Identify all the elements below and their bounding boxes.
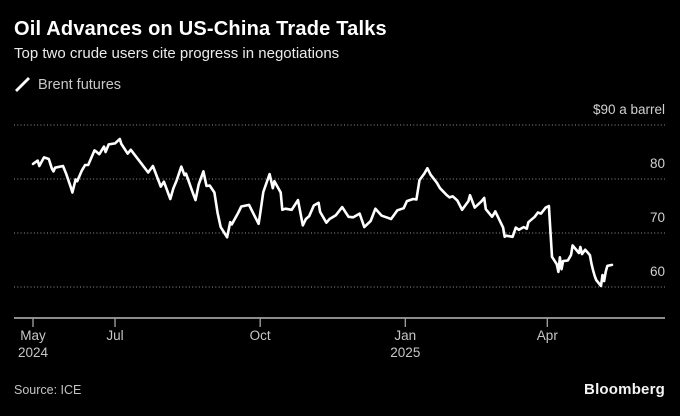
legend: Brent futures xyxy=(14,76,121,93)
chart-subtitle: Top two crude users cite progress in neg… xyxy=(14,45,340,62)
y-axis-label-70: 70 xyxy=(649,210,665,225)
line-marker-icon xyxy=(15,77,30,92)
y-axis-label-90: $90 a barrel xyxy=(592,102,665,117)
source-label: Source: ICE xyxy=(14,383,82,397)
x-axis-label-oct: Oct xyxy=(249,328,271,343)
x-axis-label-jul: Jul xyxy=(106,328,124,343)
x-axis-label-jan: Jan 2025 xyxy=(390,328,421,360)
legend-label: Brent futures xyxy=(38,76,122,93)
bloomberg-logo: Bloomberg xyxy=(584,381,665,398)
y-axis-label-80: 80 xyxy=(649,156,665,171)
y-axis-label-60: 60 xyxy=(649,264,665,279)
x-axis-label-apr: Apr xyxy=(536,328,558,343)
brent-price-line xyxy=(31,137,614,288)
x-axis-label-may: May 2024 xyxy=(17,328,49,360)
chart-title: Oil Advances on US-China Trade Talks xyxy=(14,18,387,40)
